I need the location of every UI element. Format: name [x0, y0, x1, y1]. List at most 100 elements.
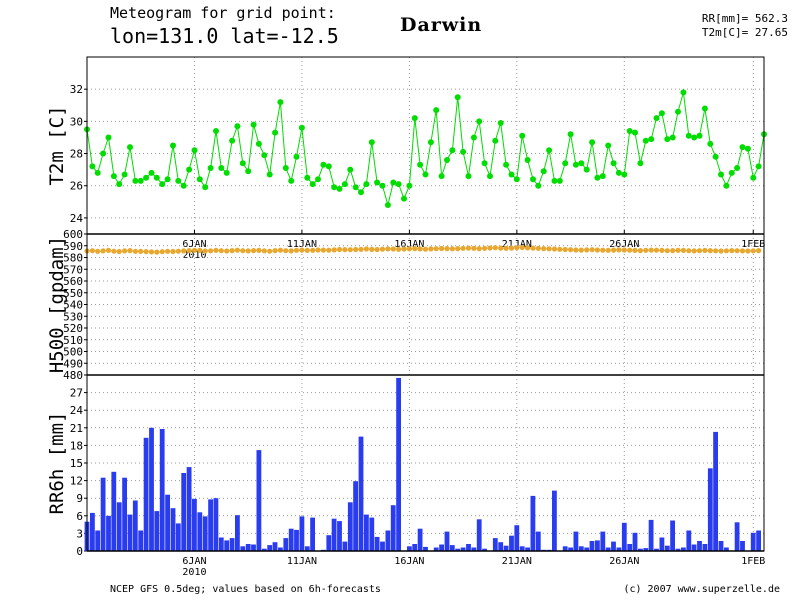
- h500-point: [272, 248, 278, 254]
- h500-point: [105, 247, 112, 253]
- t2m-point: [696, 132, 703, 139]
- rr6h-bar: [143, 437, 149, 551]
- rr6h-bar: [202, 516, 208, 551]
- t2m-point: [422, 171, 429, 178]
- rr6h-bar: [681, 547, 686, 551]
- t2m-point: [503, 161, 510, 168]
- rr6h-bar: [471, 547, 477, 551]
- rr6h-bar: [235, 515, 240, 551]
- h500-point: [218, 248, 224, 254]
- h500-point: [659, 247, 665, 253]
- h500-point: [379, 246, 386, 252]
- h500-point: [251, 248, 257, 254]
- t2m-point: [320, 161, 327, 168]
- h500-point: [267, 248, 273, 254]
- h500-point: [492, 245, 498, 251]
- rr6h-bar: [116, 502, 122, 551]
- grid-point-coordinates: lon=131.0 lat=-12.5: [110, 24, 339, 48]
- t2m-point: [266, 171, 273, 178]
- rr6h-bar: [568, 547, 573, 551]
- h500-point: [256, 247, 262, 253]
- h500-point: [326, 247, 332, 253]
- rr6h-bar: [181, 473, 187, 551]
- t2m-point: [239, 160, 246, 167]
- rr6h-bar: [304, 546, 310, 551]
- rr6h-bar: [525, 547, 530, 551]
- rr6h-bar: [331, 518, 337, 551]
- t2m-point: [680, 89, 687, 96]
- h500-point: [310, 247, 316, 253]
- h500-point: [299, 247, 305, 253]
- y-tick-label: 18: [70, 439, 83, 452]
- t2m-point: [540, 168, 547, 175]
- t2m-point: [202, 184, 209, 191]
- y-tick-label: 530: [63, 310, 83, 323]
- rain-total-summary: RR[mm]= 562.3: [701, 12, 788, 25]
- t2m-point: [347, 166, 354, 173]
- y-tick-label: 15: [70, 457, 83, 470]
- rr6h-bar: [423, 546, 428, 551]
- rr6h-bar: [272, 542, 278, 551]
- h500-point: [713, 248, 719, 254]
- t2m-point: [336, 185, 343, 192]
- h500-point: [127, 248, 133, 254]
- panel-frame: [86, 56, 765, 235]
- t2m-point: [325, 163, 332, 170]
- h500-point: [718, 248, 724, 254]
- t2m-point: [298, 124, 305, 131]
- h500-point: [283, 248, 289, 254]
- h500-point: [541, 246, 547, 252]
- rr6h-bar: [455, 548, 461, 551]
- h500-point: [165, 248, 171, 254]
- t2m-point: [245, 168, 252, 175]
- y-axis-label: RR6h [mm]: [46, 412, 68, 515]
- t2m-point: [615, 169, 622, 176]
- h500-point: [551, 246, 558, 252]
- rr6h-bar: [192, 498, 197, 551]
- rr6h-bar: [278, 547, 283, 551]
- h500-point: [439, 245, 445, 252]
- y-tick-label: 24: [70, 404, 84, 417]
- h500-point: [111, 248, 117, 254]
- t2m-point: [368, 139, 375, 146]
- rr6h-bar: [294, 529, 299, 551]
- rr6h-bar: [106, 515, 111, 551]
- h500-point: [745, 248, 751, 254]
- h500-point: [487, 245, 493, 251]
- h500-point: [186, 248, 192, 254]
- h500-point: [605, 247, 611, 253]
- rr6h-bar: [208, 499, 213, 551]
- t2m-point: [250, 121, 257, 128]
- rr6h-bar: [369, 517, 375, 551]
- data-source-note: NCEP GFS 0.5deg; values based on 6h-fore…: [110, 584, 381, 595]
- x-date-label: 6JAN: [182, 556, 206, 567]
- h500-point: [304, 247, 310, 253]
- rr6h-bar: [138, 530, 144, 551]
- t2m-point: [352, 184, 359, 191]
- t2m-point: [229, 137, 236, 144]
- y-tick-label: 27: [70, 387, 83, 400]
- t2m-point: [100, 150, 107, 157]
- t2m-point: [610, 160, 617, 167]
- h500-point: [213, 247, 219, 253]
- t2m-point: [728, 169, 735, 176]
- h500-point: [460, 245, 466, 251]
- rr6h-bar: [686, 530, 692, 551]
- y-tick-label: 480: [63, 369, 83, 382]
- rr6h-bar: [756, 530, 761, 551]
- rr6h-bar: [734, 522, 740, 551]
- h500-point: [331, 247, 337, 253]
- y-tick-label: 600: [63, 228, 83, 241]
- h500-point: [417, 246, 423, 252]
- t2m-point: [288, 177, 295, 184]
- y-tick-label: 540: [63, 299, 83, 312]
- rr6h-bar: [90, 512, 95, 551]
- x-date-label: 16JAN: [394, 556, 424, 567]
- x-date-label: 1FEB: [741, 239, 765, 250]
- rr6h-bar: [595, 540, 600, 551]
- t2m-point: [363, 181, 370, 188]
- h500-point: [702, 247, 708, 253]
- h500-point: [353, 246, 359, 253]
- y-tick-label: 580: [63, 252, 83, 265]
- rr6h-bar: [326, 535, 332, 551]
